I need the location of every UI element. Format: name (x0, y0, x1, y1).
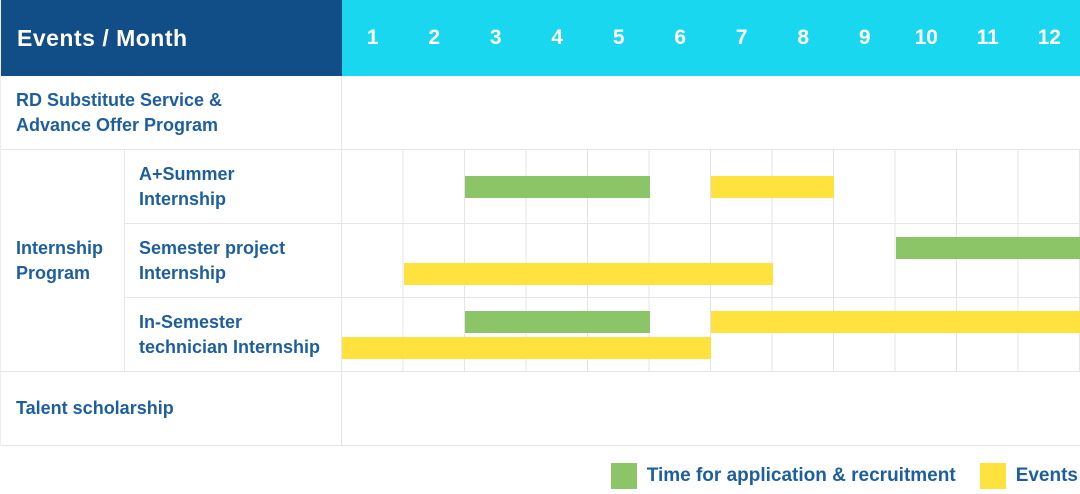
application-recruitment-bar (465, 310, 650, 333)
events-bar (342, 336, 711, 359)
row-label: Semester project Internship (125, 224, 342, 297)
month-header-cell-6: 6 (674, 26, 687, 49)
month-header-cell-12: 12 (1037, 26, 1061, 49)
month-header-cell-5: 5 (612, 26, 625, 49)
table-row: In-Semester technician Internship (125, 298, 1080, 371)
table-group: RD Substitute Service & Advance Offer Pro… (1, 76, 1080, 150)
legend-label: Events (1015, 465, 1078, 486)
table-row: Semester project Internship (125, 224, 1080, 298)
month-header-cell-2: 2 (428, 26, 441, 49)
table-row: A+Summer Internship (125, 150, 1080, 224)
yellow-swatch-icon (979, 463, 1006, 489)
legend-item-green: Time for application & recruitment (610, 463, 956, 489)
month-header-cell-8: 8 (797, 26, 810, 49)
events-bar (711, 310, 1080, 333)
label-line: Semester project (139, 237, 286, 258)
bar-lane (342, 175, 1080, 199)
table-group: Internship Program A+Summer Internship Semes… (1, 150, 1080, 372)
row-label: Talent scholarship (1, 372, 342, 445)
bar-lane (342, 236, 1080, 260)
group-rows: A+Summer Internship Semester project Intern… (125, 150, 1080, 371)
label-line: Internship (139, 188, 227, 209)
row-chart-area (342, 150, 1080, 223)
table-row: Talent scholarship (1, 372, 342, 445)
label-line: Talent scholarship (16, 398, 174, 418)
row-label: A+Summer Internship (125, 150, 342, 223)
month-header-cell-4: 4 (551, 26, 564, 49)
month-header-cell-10: 10 (914, 26, 938, 49)
month-header-cell-3: 3 (489, 26, 502, 49)
label-line: In-Semester (139, 311, 243, 332)
row-chart-area (342, 298, 1080, 371)
application-recruitment-bar (895, 236, 1080, 259)
table-row: RD Substitute Service & Advance Offer Pro… (1, 76, 342, 149)
month-header-cell-9: 9 (858, 26, 871, 49)
events-bar (403, 262, 773, 285)
label-line: RD Substitute Service & (16, 89, 223, 110)
gantt-table: Events / Month 1 2 3 4 5 6 7 8 9 10 11 12 RD Substi… (0, 0, 1080, 446)
gantt-body: RD Substitute Service & Advance Offer Pro… (1, 76, 1080, 446)
events-bar (711, 175, 834, 198)
month-header-cell-11: 11 (976, 26, 999, 49)
month-header: 1 2 3 4 5 6 7 8 9 10 11 12 (342, 0, 1080, 76)
legend: Time for application & recruitment Events (0, 463, 1080, 489)
green-swatch-icon (610, 463, 637, 489)
events-month-header-cell: Events / Month (1, 0, 342, 76)
table-header-row: Events / Month 1 2 3 4 5 6 7 8 9 10 11 12 (1, 0, 1080, 76)
label-line: technician Internship (139, 336, 321, 357)
group-label: Internship Program (1, 150, 125, 371)
month-header-cell-7: 7 (735, 26, 748, 49)
row-label: RD Substitute Service & Advance Offer Pro… (1, 76, 342, 149)
month-header-cell-1: 1 (366, 26, 379, 49)
label-line: Advance Offer Program (16, 114, 219, 135)
application-recruitment-bar (465, 175, 650, 198)
bar-lane (342, 262, 1080, 286)
label-line: Program (16, 262, 91, 283)
bar-lane (342, 310, 1080, 334)
table-group: Talent scholarship (1, 372, 1080, 446)
label-line: A+Summer (139, 163, 235, 184)
row-label: In-Semester technician Internship (125, 298, 342, 371)
legend-item-yellow: Events (979, 463, 1078, 489)
row-chart-area (342, 224, 1080, 297)
label-line: Internship (16, 237, 104, 258)
bar-lane (342, 336, 1080, 360)
label-line: Internship (139, 262, 227, 283)
legend-label: Time for application & recruitment (646, 465, 956, 486)
